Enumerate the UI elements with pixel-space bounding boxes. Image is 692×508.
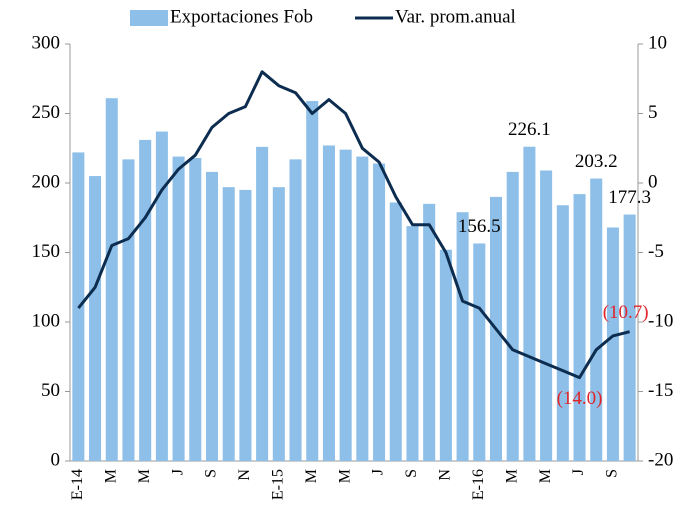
- bar: [439, 249, 452, 461]
- bar: [189, 157, 202, 462]
- data-label: 177.3: [608, 187, 651, 208]
- bar: [105, 98, 118, 462]
- bar: [322, 145, 335, 461]
- x-tick-label: S: [203, 469, 220, 478]
- x-tick-label: M: [537, 469, 554, 483]
- bar: [606, 227, 619, 461]
- data-label: 226.1: [508, 119, 551, 140]
- y2-tick-label: -15: [648, 380, 673, 401]
- legend-swatch: [130, 10, 168, 26]
- x-tick-label: M: [503, 469, 520, 483]
- data-label: (10.7): [603, 302, 649, 323]
- bar: [556, 205, 569, 461]
- x-tick-label: S: [403, 469, 420, 478]
- bar: [573, 194, 586, 461]
- x-tick-label: J: [570, 469, 587, 475]
- bar: [523, 146, 536, 461]
- y-tick-label: 250: [32, 102, 61, 123]
- bar: [540, 170, 553, 462]
- y2-tick-label: -5: [648, 241, 664, 262]
- y2-tick-label: -10: [648, 310, 673, 331]
- bar: [205, 171, 219, 461]
- x-tick-label: S: [604, 469, 621, 478]
- bar: [423, 203, 436, 461]
- data-label: 203.2: [575, 151, 618, 172]
- bar: [272, 187, 285, 462]
- x-tick-label: N: [437, 469, 454, 481]
- y-tick-label: 100: [32, 310, 61, 331]
- bar: [239, 189, 252, 461]
- bar: [456, 212, 469, 461]
- bar: [339, 149, 352, 461]
- x-tick-label: E-14: [69, 469, 86, 500]
- data-label: (14.0): [557, 388, 603, 409]
- bar: [139, 139, 152, 461]
- bar: [289, 159, 302, 461]
- legend-label: Var. prom.anual: [395, 6, 516, 27]
- y-tick-label: 300: [32, 32, 61, 53]
- bar: [89, 176, 102, 462]
- y-tick-label: 150: [32, 241, 61, 262]
- bar: [306, 100, 319, 462]
- x-tick-label: E-15: [269, 469, 286, 500]
- bar: [356, 156, 369, 461]
- bar: [590, 178, 603, 461]
- data-label: 156.5: [458, 216, 501, 237]
- bar: [155, 131, 168, 461]
- bar: [389, 202, 402, 461]
- y2-tick-label: 5: [648, 102, 658, 123]
- bar: [172, 156, 185, 461]
- x-tick-label: M: [336, 469, 353, 483]
- bar: [623, 214, 636, 461]
- y2-tick-label: 0: [648, 171, 658, 192]
- line: [77, 70, 630, 380]
- bar: [222, 187, 235, 462]
- y-tick-label: 50: [41, 380, 60, 401]
- bar: [122, 159, 135, 461]
- x-tick-label: N: [236, 469, 253, 481]
- x-tick-label: E-16: [470, 469, 487, 500]
- x-tick-label: J: [169, 469, 186, 475]
- bar: [373, 163, 386, 462]
- y2-tick-label: 10: [648, 32, 667, 53]
- x-tick-label: M: [136, 469, 153, 483]
- y-tick-label: 200: [32, 171, 61, 192]
- legend-label: Exportaciones Fob: [170, 6, 313, 27]
- x-tick-label: M: [303, 469, 320, 483]
- bar: [406, 226, 419, 461]
- bar: [256, 146, 269, 462]
- y2-tick-label: -20: [648, 449, 673, 470]
- bar: [506, 171, 519, 461]
- y-tick-label: 0: [51, 449, 61, 470]
- bar: [473, 243, 486, 461]
- x-tick-label: M: [102, 469, 119, 483]
- x-tick-label: J: [370, 469, 387, 475]
